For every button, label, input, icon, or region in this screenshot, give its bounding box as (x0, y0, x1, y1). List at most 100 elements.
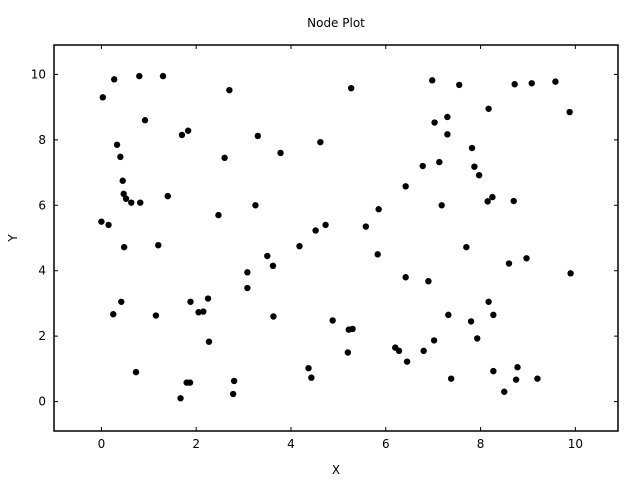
data-point (244, 284, 251, 292)
data-point (566, 108, 573, 116)
data-point (105, 221, 112, 229)
data-point (312, 227, 319, 234)
data-point (512, 376, 520, 383)
data-point (403, 358, 411, 365)
data-point (552, 78, 559, 85)
data-point (152, 312, 160, 319)
data-point (362, 223, 370, 230)
chart-title: Node Plot (307, 16, 365, 30)
data-point (118, 298, 125, 305)
data-point (277, 149, 284, 157)
data-point (177, 395, 184, 402)
data-point (270, 313, 277, 320)
data-point (137, 199, 144, 206)
data-point (567, 270, 574, 277)
data-point (431, 119, 438, 126)
data-point (467, 318, 475, 325)
data-point (425, 277, 432, 285)
plot-area: 0 2 4 6 8 10 0 2 4 6 8 10 (31, 44, 619, 451)
data-point (444, 113, 451, 121)
x-tick-label: 10 (568, 437, 583, 451)
data-point (308, 374, 315, 381)
data-point (221, 154, 228, 162)
data-point (475, 171, 483, 179)
data-point (215, 211, 222, 219)
data-point (164, 192, 171, 200)
data-point (187, 298, 194, 305)
data-point (463, 243, 470, 251)
data-point (505, 260, 513, 267)
x-tick-label: 0 (98, 437, 106, 451)
data-point (485, 298, 492, 305)
data-point (155, 241, 162, 249)
y-tick-label: 8 (38, 133, 46, 147)
y-tick-label: 2 (38, 329, 46, 343)
data-point (489, 193, 496, 201)
data-point (514, 364, 521, 371)
data-point (436, 158, 443, 166)
data-point (226, 86, 233, 94)
data-point (429, 77, 436, 84)
data-point (230, 377, 238, 385)
y-tick-label: 6 (38, 198, 46, 212)
data-point (119, 177, 126, 184)
data-point (471, 163, 478, 170)
data-point (264, 252, 271, 260)
data-point (113, 141, 121, 148)
data-point (317, 138, 324, 146)
data-point (402, 183, 409, 190)
data-point (501, 388, 508, 395)
data-point (445, 311, 452, 319)
data-point (375, 206, 382, 213)
x-tick-label: 2 (192, 437, 200, 451)
data-point (484, 198, 491, 205)
data-point (269, 262, 277, 270)
data-point (204, 295, 212, 302)
data-point (528, 80, 535, 87)
data-point (128, 199, 135, 206)
data-point (402, 274, 409, 281)
x-tick-label: 4 (287, 437, 295, 451)
data-point (178, 131, 186, 139)
data-point (430, 337, 438, 344)
data-point (110, 311, 117, 318)
data-point (252, 202, 259, 209)
data-point (438, 202, 445, 209)
data-point (420, 347, 427, 355)
data-point (141, 117, 149, 124)
data-point (254, 132, 261, 140)
y-axis-label: Y (6, 234, 20, 243)
data-point (296, 242, 303, 250)
data-point (510, 197, 517, 205)
data-point (186, 379, 194, 386)
x-tick-label: 8 (477, 437, 485, 451)
data-point (159, 72, 167, 80)
y-tick-label: 10 (31, 67, 46, 81)
data-point (120, 243, 128, 251)
data-point (468, 144, 476, 152)
data-point (511, 81, 518, 88)
x-axis: 0 2 4 6 8 10 (98, 45, 583, 451)
y-tick-label: 4 (38, 264, 46, 278)
data-point (110, 76, 118, 83)
data-point (322, 221, 329, 229)
data-point (523, 255, 530, 262)
data-point (395, 347, 403, 355)
data-point (132, 368, 140, 376)
data-point (122, 195, 130, 202)
data-point (99, 94, 107, 101)
data-point (136, 72, 143, 80)
data-point (447, 375, 455, 382)
x-axis-label: X (332, 463, 340, 477)
data-point (195, 309, 202, 316)
data-point (305, 364, 312, 372)
plot-frame (53, 44, 619, 432)
data-point (374, 251, 381, 258)
data-point (120, 190, 127, 198)
data-point (444, 131, 451, 138)
data-point (117, 153, 124, 161)
data-point (329, 317, 336, 324)
data-point (419, 162, 426, 170)
data-point (205, 338, 213, 345)
